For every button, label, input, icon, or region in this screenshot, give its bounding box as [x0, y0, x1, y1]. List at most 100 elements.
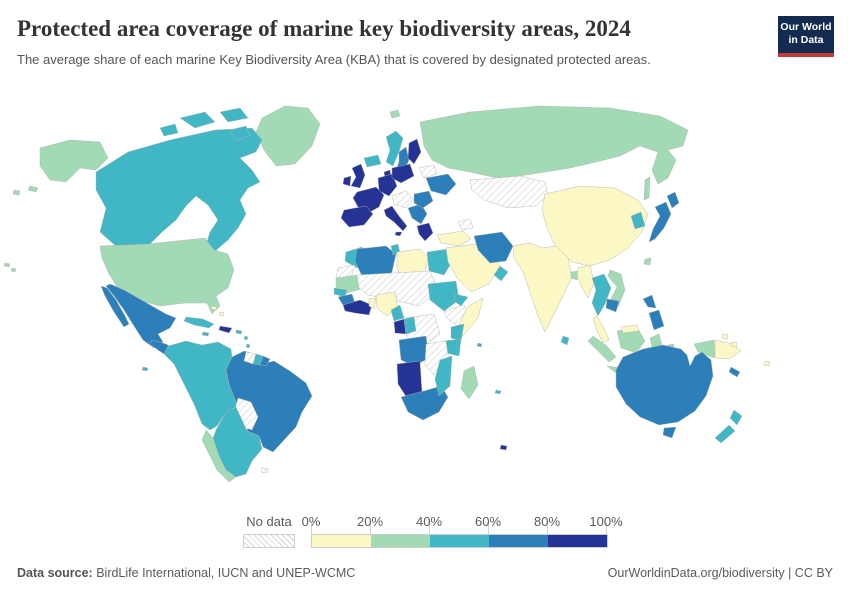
region-puerto-rico[interactable]: [235, 329, 243, 335]
legend-tick: [311, 522, 312, 534]
country-france[interactable]: [352, 186, 385, 214]
country-south-africa[interactable]: [400, 385, 449, 421]
region-sahel[interactable]: [356, 270, 439, 307]
country-egypt[interactable]: [426, 248, 453, 276]
country-bahamas[interactable]: [218, 311, 225, 317]
region-caucasus[interactable]: [457, 218, 474, 231]
region-aleutians[interactable]: [12, 189, 21, 196]
country-cuba[interactable]: [183, 316, 215, 329]
region-lesser-antilles[interactable]: [243, 335, 249, 341]
country-australia[interactable]: [615, 344, 714, 426]
legend-bin-40-60[interactable]: [430, 535, 489, 547]
country-russia[interactable]: [419, 105, 689, 185]
country-solomon-islands[interactable]: [721, 333, 729, 340]
country-mexico-baja[interactable]: [100, 285, 130, 328]
country-somalia[interactable]: [458, 297, 484, 337]
country-solomon-islands[interactable]: [730, 341, 738, 348]
country-fiji[interactable]: [763, 360, 771, 367]
country-china[interactable]: [541, 185, 649, 267]
country-sri-lanka[interactable]: [560, 335, 570, 346]
country-greenland[interactable]: [255, 105, 321, 167]
region-new-caledonia[interactable]: [728, 366, 741, 378]
region-aleutians[interactable]: [27, 185, 39, 193]
country-sudan[interactable]: [427, 280, 460, 312]
region-galapagos[interactable]: [141, 366, 149, 372]
country-canada[interactable]: [95, 127, 263, 253]
region-taiwan[interactable]: [643, 257, 652, 266]
region-romania-bulgaria[interactable]: [413, 190, 434, 209]
country-norway[interactable]: [385, 130, 404, 167]
country-papua-new-guinea[interactable]: [714, 339, 742, 360]
country-eritrea[interactable]: [453, 293, 469, 307]
country-jamaica[interactable]: [201, 331, 210, 337]
country-japan-hokkaido[interactable]: [666, 191, 680, 209]
region-tasmania[interactable]: [662, 426, 677, 439]
country-iran[interactable]: [473, 231, 514, 264]
country-mauritania[interactable]: [335, 274, 362, 294]
country-mauritius[interactable]: [494, 389, 502, 395]
country-bangladesh[interactable]: [570, 270, 579, 281]
country-philippines[interactable]: [642, 294, 657, 309]
country-mozambique[interactable]: [434, 355, 453, 397]
country-cambodia[interactable]: [605, 298, 620, 313]
country-oman[interactable]: [493, 265, 509, 282]
legend-no-data-swatch[interactable]: [243, 534, 295, 548]
region-iberia[interactable]: [340, 205, 374, 228]
country-congo[interactable]: [403, 316, 417, 335]
region-malaysia-borneo[interactable]: [620, 324, 640, 334]
country-germany[interactable]: [377, 173, 398, 197]
country-belarus[interactable]: [418, 164, 438, 179]
country-ireland[interactable]: [342, 175, 352, 187]
legend-bin-80-100[interactable]: [548, 535, 607, 547]
country-japan[interactable]: [648, 201, 672, 243]
region-lesser-antilles[interactable]: [245, 343, 251, 349]
country-seychelles[interactable]: [476, 342, 483, 348]
country-canada-arctic[interactable]: [159, 123, 179, 137]
legend-bin-20-40[interactable]: [371, 535, 430, 547]
region-french-guiana[interactable]: [259, 355, 271, 367]
region-hispaniola[interactable]: [218, 325, 233, 334]
country-iceland[interactable]: [363, 154, 382, 168]
country-madagascar[interactable]: [460, 365, 479, 400]
region-svalbard[interactable]: [389, 109, 401, 119]
region-central-europe[interactable]: [391, 190, 414, 209]
region-hawaii[interactable]: [3, 262, 11, 268]
country-canada-arctic[interactable]: [179, 111, 216, 129]
credit-link[interactable]: OurWorldinData.org/biodiversity | CC BY: [607, 566, 833, 580]
region-india-pakistan[interactable]: [512, 242, 573, 333]
country-new-zealand-south[interactable]: [714, 424, 736, 444]
country-finland[interactable]: [407, 138, 422, 165]
country-canada-arctic[interactable]: [229, 125, 251, 141]
country-new-zealand-north[interactable]: [729, 409, 743, 426]
country-kenya[interactable]: [450, 323, 465, 342]
country-mexico[interactable]: [105, 283, 177, 349]
country-uk[interactable]: [350, 163, 366, 189]
country-canada-arctic[interactable]: [219, 107, 249, 123]
country-italy-sicily[interactable]: [394, 231, 403, 237]
country-chile[interactable]: [201, 429, 237, 483]
region-poland-baltics[interactable]: [391, 163, 415, 184]
legend-bin-0-20[interactable]: [312, 535, 371, 547]
owid-logo[interactable]: Our World in Data: [778, 16, 834, 57]
region-heard-island[interactable]: [499, 444, 508, 451]
country-greece[interactable]: [416, 222, 434, 242]
world-map-svg: [3, 105, 771, 483]
legend-bin-60-80[interactable]: [489, 535, 548, 547]
country-south-korea[interactable]: [630, 211, 646, 230]
country-ukraine[interactable]: [425, 173, 457, 196]
country-turkey[interactable]: [436, 230, 472, 247]
region-gulf-of-guinea-coast[interactable]: [342, 299, 373, 316]
country-italy[interactable]: [383, 205, 408, 232]
country-angola[interactable]: [398, 335, 430, 367]
region-kazakhstan[interactable]: [469, 175, 549, 209]
region-alaska[interactable]: [39, 139, 109, 183]
region-sakhalin[interactable]: [643, 176, 651, 201]
country-myanmar[interactable]: [576, 264, 595, 299]
region-sumatra[interactable]: [587, 335, 617, 363]
region-togo-benin[interactable]: [368, 297, 377, 310]
country-bahamas[interactable]: [210, 305, 218, 311]
region-hawaii[interactable]: [10, 267, 17, 273]
region-falkland-islands[interactable]: [260, 467, 269, 474]
country-thailand[interactable]: [591, 273, 612, 317]
country-philippines[interactable]: [648, 309, 665, 331]
